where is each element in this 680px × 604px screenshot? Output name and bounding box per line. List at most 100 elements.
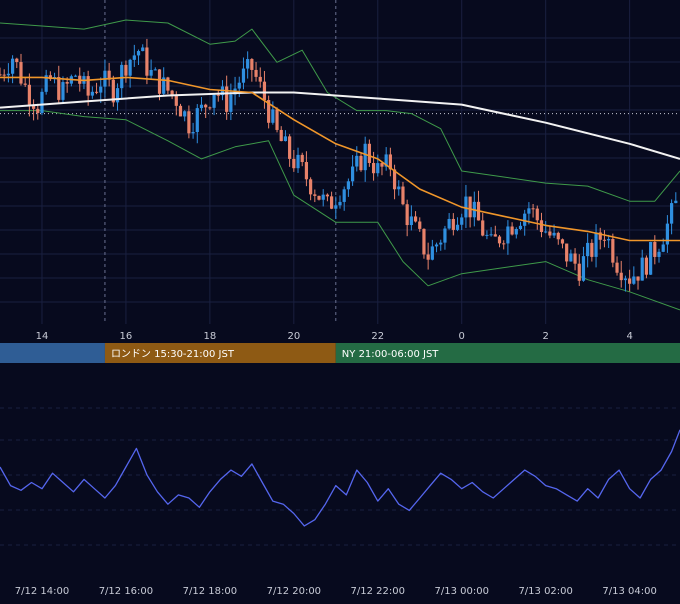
main-axis-tick-label: 14 (36, 331, 49, 342)
candle-up (523, 213, 527, 226)
candle-down (615, 262, 619, 273)
candle-up (384, 154, 388, 167)
candle-down (187, 111, 191, 134)
candle-down (94, 91, 99, 93)
session-block (104, 343, 336, 363)
candle-up (283, 136, 288, 142)
candle-down (300, 154, 304, 163)
candle-up (271, 109, 275, 123)
bollinger-upper-band (0, 19, 680, 202)
candle-down (2, 74, 6, 76)
session-block (0, 343, 105, 363)
candle-up (229, 94, 233, 112)
candle-down (31, 104, 36, 109)
candle-up (73, 75, 78, 77)
session-block (335, 343, 680, 363)
candle-up (44, 75, 48, 92)
candle-down (15, 58, 19, 63)
candle-up (518, 225, 523, 230)
candle-down (367, 143, 371, 163)
candle-down (178, 105, 183, 117)
candle-up (212, 94, 216, 108)
candle-up (61, 82, 65, 100)
candle-down (250, 59, 254, 70)
candle-up (594, 232, 598, 257)
candle-up (552, 232, 556, 236)
bollinger-lower-band (0, 110, 680, 311)
candle-up (334, 205, 338, 209)
candle-down (405, 204, 409, 226)
candle-down (19, 62, 23, 84)
candle-down (653, 242, 657, 257)
main-axis-tick-label: 18 (204, 331, 217, 342)
candle-up (397, 186, 401, 190)
candle-down (23, 83, 27, 85)
candle-down (27, 84, 31, 105)
candle-up (632, 276, 636, 284)
candle-up (460, 217, 464, 225)
candle-up (162, 77, 166, 94)
candle-up (90, 91, 94, 96)
candle-up (128, 59, 132, 76)
candle-down (275, 109, 279, 130)
candle-up (586, 242, 590, 257)
candle-up (191, 132, 195, 134)
candle-up (115, 88, 120, 103)
time-axis-tick-label: 7/13 02:00 (518, 586, 572, 597)
candle-up (246, 59, 250, 69)
candle-down (208, 107, 212, 109)
candle-down (392, 169, 397, 190)
candle-up (581, 256, 586, 281)
candle-down (556, 232, 560, 240)
candle-down (598, 232, 602, 240)
candle-up (670, 203, 674, 224)
candle-down (560, 239, 565, 244)
candle-down (611, 239, 615, 263)
candle-up (195, 108, 199, 133)
candle-down (548, 231, 552, 236)
candle-up (544, 231, 548, 233)
candle-up (346, 181, 350, 190)
candle-down (262, 81, 267, 101)
candle-up (464, 196, 468, 218)
candle-up (623, 278, 628, 281)
candle-down (65, 82, 69, 84)
candle-up (132, 55, 136, 60)
candle-down (497, 236, 502, 244)
candle-down (502, 243, 506, 245)
candle-down (380, 163, 384, 167)
candle-up (153, 69, 157, 71)
candle-down (628, 278, 632, 284)
candle-up (569, 253, 573, 262)
candle-down (225, 86, 229, 112)
candle-down (36, 108, 40, 114)
oscillator-panel[interactable] (0, 407, 680, 546)
candle-up (40, 91, 44, 114)
candle-up (455, 224, 460, 230)
candle-down (426, 254, 430, 260)
price-panel[interactable]: 14 16 18 20 22 0 2 4 (0, 0, 680, 342)
candle-up (241, 68, 246, 83)
candle-up (514, 229, 518, 235)
candle-down (111, 79, 115, 103)
session-label: NY 21:00-06:00 JST (342, 349, 439, 360)
candle-down (565, 243, 569, 262)
candle-down (292, 158, 296, 169)
candle-down (577, 263, 581, 281)
candle-down (531, 208, 535, 210)
candle-up (237, 82, 241, 89)
candle-up (99, 86, 103, 93)
time-axis-tick-label: 7/12 22:00 (351, 586, 405, 597)
candle-down (325, 194, 330, 197)
candle-up (485, 234, 489, 236)
candle-up (665, 223, 670, 245)
candle-down (644, 257, 649, 275)
candle-up (149, 70, 153, 76)
candle-up (661, 244, 665, 252)
candle-down (170, 90, 174, 95)
candle-down (258, 76, 262, 82)
candle-down (0, 74, 2, 76)
candle-down (279, 129, 283, 142)
